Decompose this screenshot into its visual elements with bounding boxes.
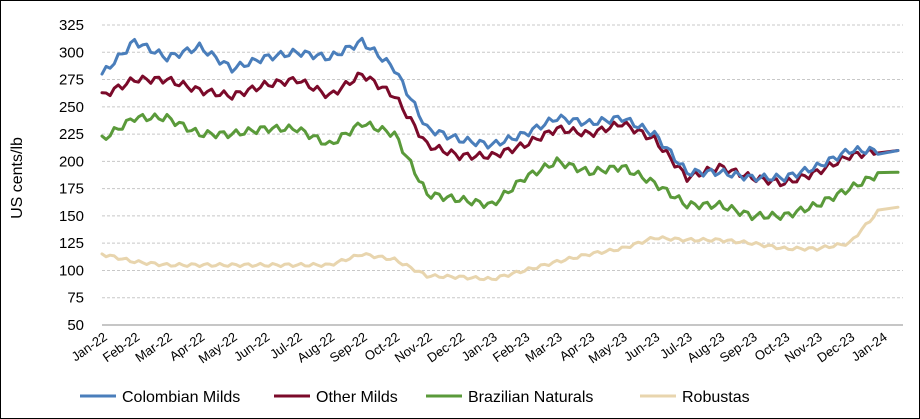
gridlines — [102, 24, 903, 299]
legend-label: Brazilian Naturals — [468, 389, 593, 406]
y-tick-label: 300 — [59, 44, 84, 61]
y-tick-label: 125 — [59, 235, 84, 252]
x-tick-label: Dec-23 — [814, 329, 857, 365]
y-tick-label: 275 — [59, 72, 84, 89]
series-line-brazilian-naturals — [100, 112, 900, 222]
y-tick-label: 50 — [67, 317, 84, 334]
y-tick-label: 225 — [59, 126, 84, 143]
y-tick-label: 200 — [59, 153, 84, 170]
x-tick-label: Sep-22 — [327, 329, 370, 365]
x-tick-label: Feb-23 — [490, 329, 532, 365]
x-tick-label: Jun-22 — [231, 329, 272, 364]
series-line-colombian-milds — [100, 36, 900, 183]
x-tick-label: Mar-23 — [522, 329, 564, 365]
x-tick-label: Dec-22 — [424, 329, 467, 365]
legend-label: Other Milds — [316, 389, 398, 406]
x-tick-label: Sep-23 — [717, 329, 760, 365]
x-tick-label: Jun-23 — [621, 329, 662, 364]
series-line-other-milds — [100, 71, 900, 188]
x-tick-label: Jan-24 — [849, 329, 890, 364]
series-lines — [100, 36, 900, 282]
series-line-robustas — [100, 205, 900, 282]
y-axis-tick-labels: 50 75 100 125 150 175 200 225 250 275 300 325 — [59, 17, 84, 334]
x-axis-tick-labels: Jan-22Feb-22Mar-22Apr-22May-22Jun-22Jul-… — [69, 329, 890, 366]
y-tick-label: 75 — [67, 290, 84, 307]
legend: Colombian Milds Other Milds Brazilian Natu… — [80, 389, 750, 406]
legend-label: Colombian Milds — [122, 389, 240, 406]
legend-label: Robustas — [682, 389, 750, 406]
y-tick-label: 175 — [59, 181, 84, 198]
y-tick-label: 325 — [59, 17, 84, 34]
y-tick-label: 100 — [59, 262, 84, 279]
y-tick-label: 250 — [59, 99, 84, 116]
x-tick-label: Mar-22 — [132, 329, 174, 365]
y-tick-label: 150 — [59, 208, 84, 225]
y-axis-label: US cents/lb — [9, 137, 26, 219]
x-tick-label: Feb-22 — [100, 329, 142, 365]
